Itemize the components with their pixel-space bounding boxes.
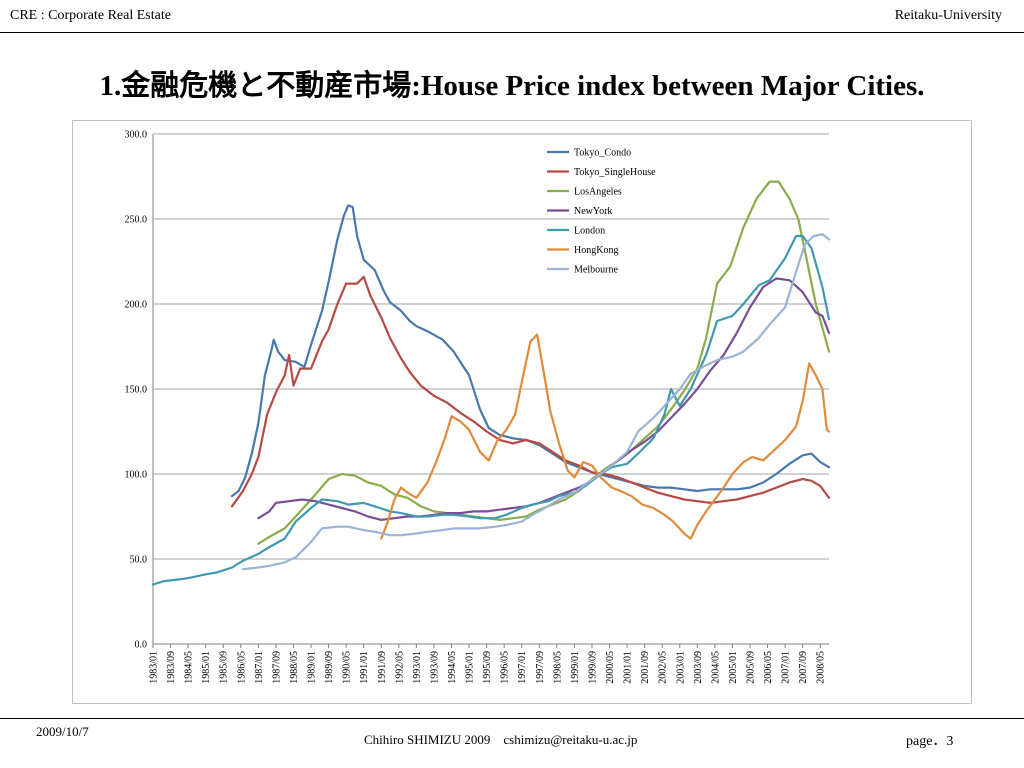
x-tick-label: 2003/09 xyxy=(693,651,704,684)
x-tick-label: 1997/09 xyxy=(535,651,546,684)
x-tick-label: 1999/01 xyxy=(570,651,581,684)
legend-label: LosAngeles xyxy=(574,187,622,198)
page-number: page．3 xyxy=(906,734,954,749)
x-tick-label: 1983/01 xyxy=(149,651,160,684)
series-line-london xyxy=(151,234,831,586)
x-tick-label: 2006/05 xyxy=(763,651,774,684)
x-tick-label: 1996/05 xyxy=(500,651,511,684)
legend-label: HongKong xyxy=(574,245,618,256)
x-tick-label: 1986/05 xyxy=(236,651,247,684)
series-line-tokyo-singlehouse xyxy=(230,275,831,508)
x-tick-label: 2007/01 xyxy=(781,651,792,684)
y-tick-label: 50.0 xyxy=(130,555,148,566)
header-divider xyxy=(0,32,1024,33)
y-tick-label: 250.0 xyxy=(125,215,148,226)
x-tick-label: 2000/05 xyxy=(605,651,616,684)
x-tick-label: 1992/05 xyxy=(394,651,405,684)
x-tick-label: 1998/05 xyxy=(552,651,563,684)
x-tick-label: 2002/05 xyxy=(658,651,669,684)
x-tick-label: 1984/05 xyxy=(184,651,195,684)
chart-frame: 0.0 50.0 100.0 150.0 200.0 250.0 300.0 1983/01 1… xyxy=(72,120,972,704)
y-tick-label: 200.0 xyxy=(125,300,148,311)
series-line-hongkong xyxy=(380,333,831,540)
x-tick-label: 2005/09 xyxy=(745,651,756,684)
x-tick-label: 2008/05 xyxy=(816,651,827,684)
x-tick-label: 2001/01 xyxy=(623,651,634,684)
x-tick-label: 1997/01 xyxy=(517,651,528,684)
y-tick-label: 0.0 xyxy=(135,640,148,651)
legend-label: NewYork xyxy=(574,206,612,217)
legend-label: London xyxy=(574,226,605,237)
x-tick-label: 1983/09 xyxy=(166,651,177,684)
footer-divider xyxy=(0,718,1024,719)
legend-label: Melbourne xyxy=(574,265,618,276)
series-line-losangeles xyxy=(257,180,831,545)
x-tick-label: 1993/01 xyxy=(412,651,423,684)
footer-author: Chihiro SHIMIZU 2009 cshimizu@reitaku-u.… xyxy=(364,732,638,747)
x-tick-label: 2004/05 xyxy=(710,651,721,684)
footer-date: 2009/10/7 xyxy=(36,724,89,739)
x-tick-label: 1991/01 xyxy=(359,651,370,684)
x-tick-label: 1994/05 xyxy=(447,651,458,684)
x-tick-label: 2007/09 xyxy=(798,651,809,684)
x-tick-label: 1985/01 xyxy=(201,651,212,684)
x-tick-label: 2005/01 xyxy=(728,651,739,684)
x-tick-label: 1988/05 xyxy=(289,651,300,684)
x-tick-label: 1985/09 xyxy=(219,651,230,684)
x-tick-label: 2003/01 xyxy=(675,651,686,684)
x-tick-label: 1987/01 xyxy=(254,651,265,684)
x-tick-label: 1989/09 xyxy=(324,651,335,684)
x-tick-label: 2001/09 xyxy=(640,651,651,684)
y-tick-label: 300.0 xyxy=(125,130,148,141)
x-tick-label: 1990/05 xyxy=(342,651,353,684)
legend-label: Tokyo_Condo xyxy=(574,148,631,159)
y-tick-label: 150.0 xyxy=(125,385,148,396)
x-tick-label: 1995/09 xyxy=(482,651,493,684)
slide-title: 1.金融危機と不動産市場:House Price index between M… xyxy=(99,70,925,102)
x-tick-label: 1991/09 xyxy=(377,651,388,684)
x-tick-label: 1999/09 xyxy=(587,651,598,684)
legend-label: Tokyo_SingleHouse xyxy=(574,167,656,178)
header-left: CRE : Corporate Real Estate xyxy=(10,8,171,23)
series-line-tokyo-condo xyxy=(230,204,831,498)
x-tick-label: 1995/01 xyxy=(465,651,476,684)
x-tick-label: 1993/09 xyxy=(429,651,440,684)
series-line-melbourne xyxy=(241,233,831,571)
x-tick-label: 1987/09 xyxy=(271,651,282,684)
chart: 0.0 50.0 100.0 150.0 200.0 250.0 300.0 1983/01 1… xyxy=(125,130,831,684)
series-line-newyork xyxy=(257,277,831,521)
y-tick-label: 100.0 xyxy=(125,470,148,481)
header-right: Reitaku-University xyxy=(894,8,1002,23)
x-tick-label: 1989/01 xyxy=(307,651,318,684)
